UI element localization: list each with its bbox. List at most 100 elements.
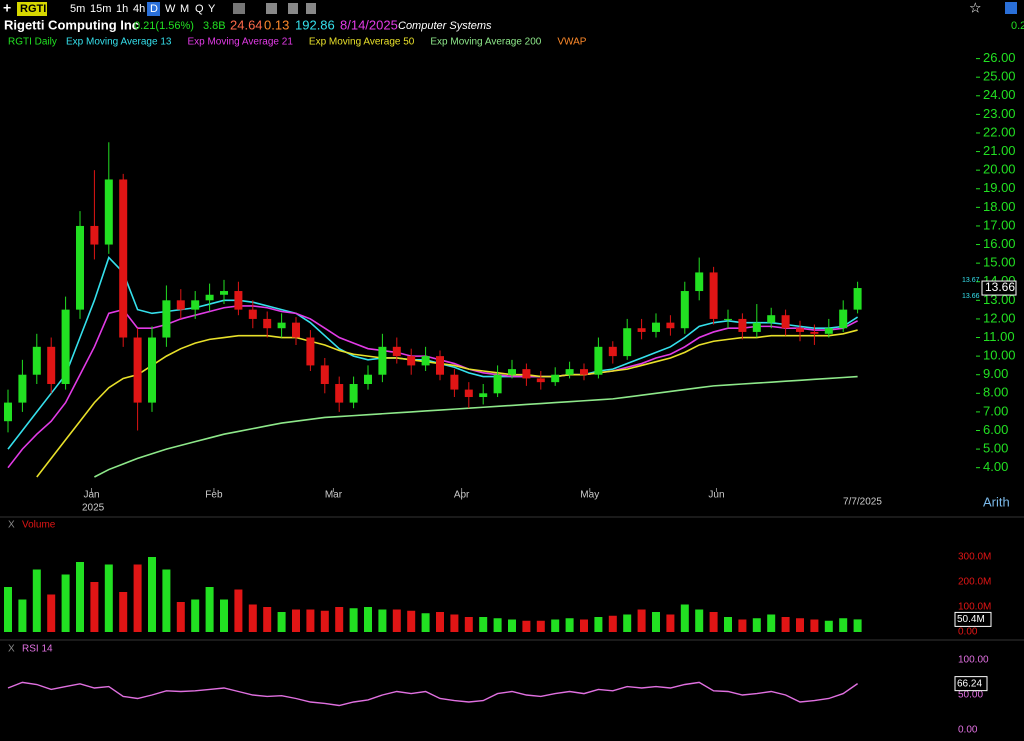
candle-body [191, 300, 200, 310]
interval[interactable]: Y [208, 3, 216, 15]
volume-bar [666, 614, 675, 632]
y-tick-label: 7.00 [983, 403, 1008, 418]
volume-bar [853, 619, 862, 632]
legend: Exp Moving Average 13 Exp Moving Average … [66, 37, 587, 48]
candle-body [637, 328, 646, 332]
candle-body [738, 318, 747, 332]
tool-icon[interactable] [306, 3, 316, 14]
interval[interactable]: M [180, 3, 189, 15]
rsi-tick-label: 0.00 [958, 725, 978, 736]
candle-body [680, 291, 689, 329]
rsi-line [7, 681, 858, 707]
volume-bar [508, 619, 516, 632]
scale-label[interactable]: Arith [983, 494, 1010, 509]
candle-body [248, 309, 257, 319]
volume-bar [306, 609, 315, 632]
volume-last-box [954, 611, 992, 627]
interval[interactable]: W [165, 3, 176, 15]
stat: 24.64 [230, 17, 263, 32]
candle-body [551, 374, 560, 383]
x-tick-label: Mar [325, 490, 343, 501]
legend-prefix[interactable]: RGTI Daily [8, 37, 57, 48]
x-tick-label: Feb [205, 490, 223, 501]
candle-body [364, 374, 372, 385]
stat: 192.86 [295, 17, 335, 32]
tool-icon[interactable] [266, 3, 277, 14]
s-icon[interactable] [1005, 2, 1017, 14]
volume-tick-label: 200.0M [958, 577, 991, 588]
volume-bar [32, 569, 41, 632]
volume-bar [263, 607, 272, 632]
ticker[interactable]: RGTI [20, 3, 46, 15]
volume-bar [176, 602, 185, 632]
volume-bar [680, 604, 689, 632]
candle-body [119, 179, 128, 338]
candle-body [839, 309, 848, 329]
candle-body [796, 328, 804, 332]
x-tick-label: Jan [83, 490, 99, 501]
volume-last: 50.4M [957, 614, 985, 625]
candle-body [292, 322, 300, 338]
volume-bar [104, 564, 113, 632]
tool-icon[interactable] [233, 3, 245, 14]
volume-bar [248, 604, 257, 632]
y-tick-label: 16.00 [983, 236, 1016, 251]
volume-bar [479, 617, 488, 632]
y-tick-label: 10.00 [983, 348, 1016, 363]
x-tick-label: May [580, 490, 599, 501]
volume-bar [76, 562, 84, 632]
volume-bar [191, 599, 200, 632]
volume-bar [551, 619, 560, 632]
rsi-label: RSI 14 [22, 644, 53, 655]
candle-body [61, 309, 70, 385]
candle-body [378, 346, 387, 375]
interval[interactable]: D [150, 3, 158, 15]
tool-icon[interactable] [288, 3, 298, 14]
volume-bar [436, 612, 444, 632]
stat: 0.13 [264, 17, 289, 32]
last-price: 13.66 [985, 280, 1015, 294]
legend-entry[interactable]: Exp Moving Average 200 [430, 37, 541, 48]
x-tick-label: Jun [708, 490, 724, 501]
volume-bar [709, 612, 718, 632]
y-tick-label: 4.00 [983, 459, 1008, 474]
y-tick-label: 25.00 [983, 69, 1016, 84]
add-icon[interactable]: + [3, 0, 11, 16]
interval[interactable]: 5m [70, 3, 85, 15]
legend-entry[interactable]: Exp Moving Average 13 [66, 37, 172, 48]
interval[interactable]: 15m [90, 3, 111, 15]
volume-bar [378, 609, 387, 632]
industry: Computer Systems [398, 20, 492, 32]
close-x[interactable]: X [8, 644, 15, 655]
ma-line [94, 375, 858, 478]
candle-body [695, 272, 704, 292]
legend-entry[interactable]: Exp Moving Average 50 [309, 37, 415, 48]
y-tick-label: 21.00 [983, 143, 1016, 158]
candle-body [234, 291, 243, 310]
volume-bar [580, 619, 588, 632]
legend-entry[interactable]: Exp Moving Average 21 [187, 37, 293, 48]
y-tick-label: 18.00 [983, 199, 1016, 214]
candle-body [277, 322, 286, 329]
volume-bar [522, 620, 531, 632]
volume-tick-label: 0.00 [958, 627, 978, 638]
bid-price: 13.66 [962, 293, 980, 300]
candle-body [464, 389, 473, 398]
legend-entry[interactable]: VWAP [557, 37, 586, 48]
interval[interactable]: 1h [116, 3, 128, 15]
candle-body [623, 328, 632, 357]
candle-body [580, 369, 588, 375]
y-tick-label: 19.00 [983, 180, 1016, 195]
volume-bar [565, 618, 574, 632]
y-tick-label: 9.00 [983, 366, 1008, 381]
ticker-box[interactable] [17, 2, 47, 16]
y-tick-label: 8.00 [983, 385, 1008, 400]
candle-body [76, 225, 84, 310]
interval[interactable]: 4h [133, 3, 145, 15]
star-icon[interactable]: ☆ [969, 0, 982, 16]
interval[interactable]: Q [195, 3, 204, 15]
y-tick-label: 6.00 [983, 422, 1008, 437]
close-x[interactable]: X [8, 520, 15, 531]
candle-body [853, 288, 862, 310]
candle-body [450, 374, 459, 390]
